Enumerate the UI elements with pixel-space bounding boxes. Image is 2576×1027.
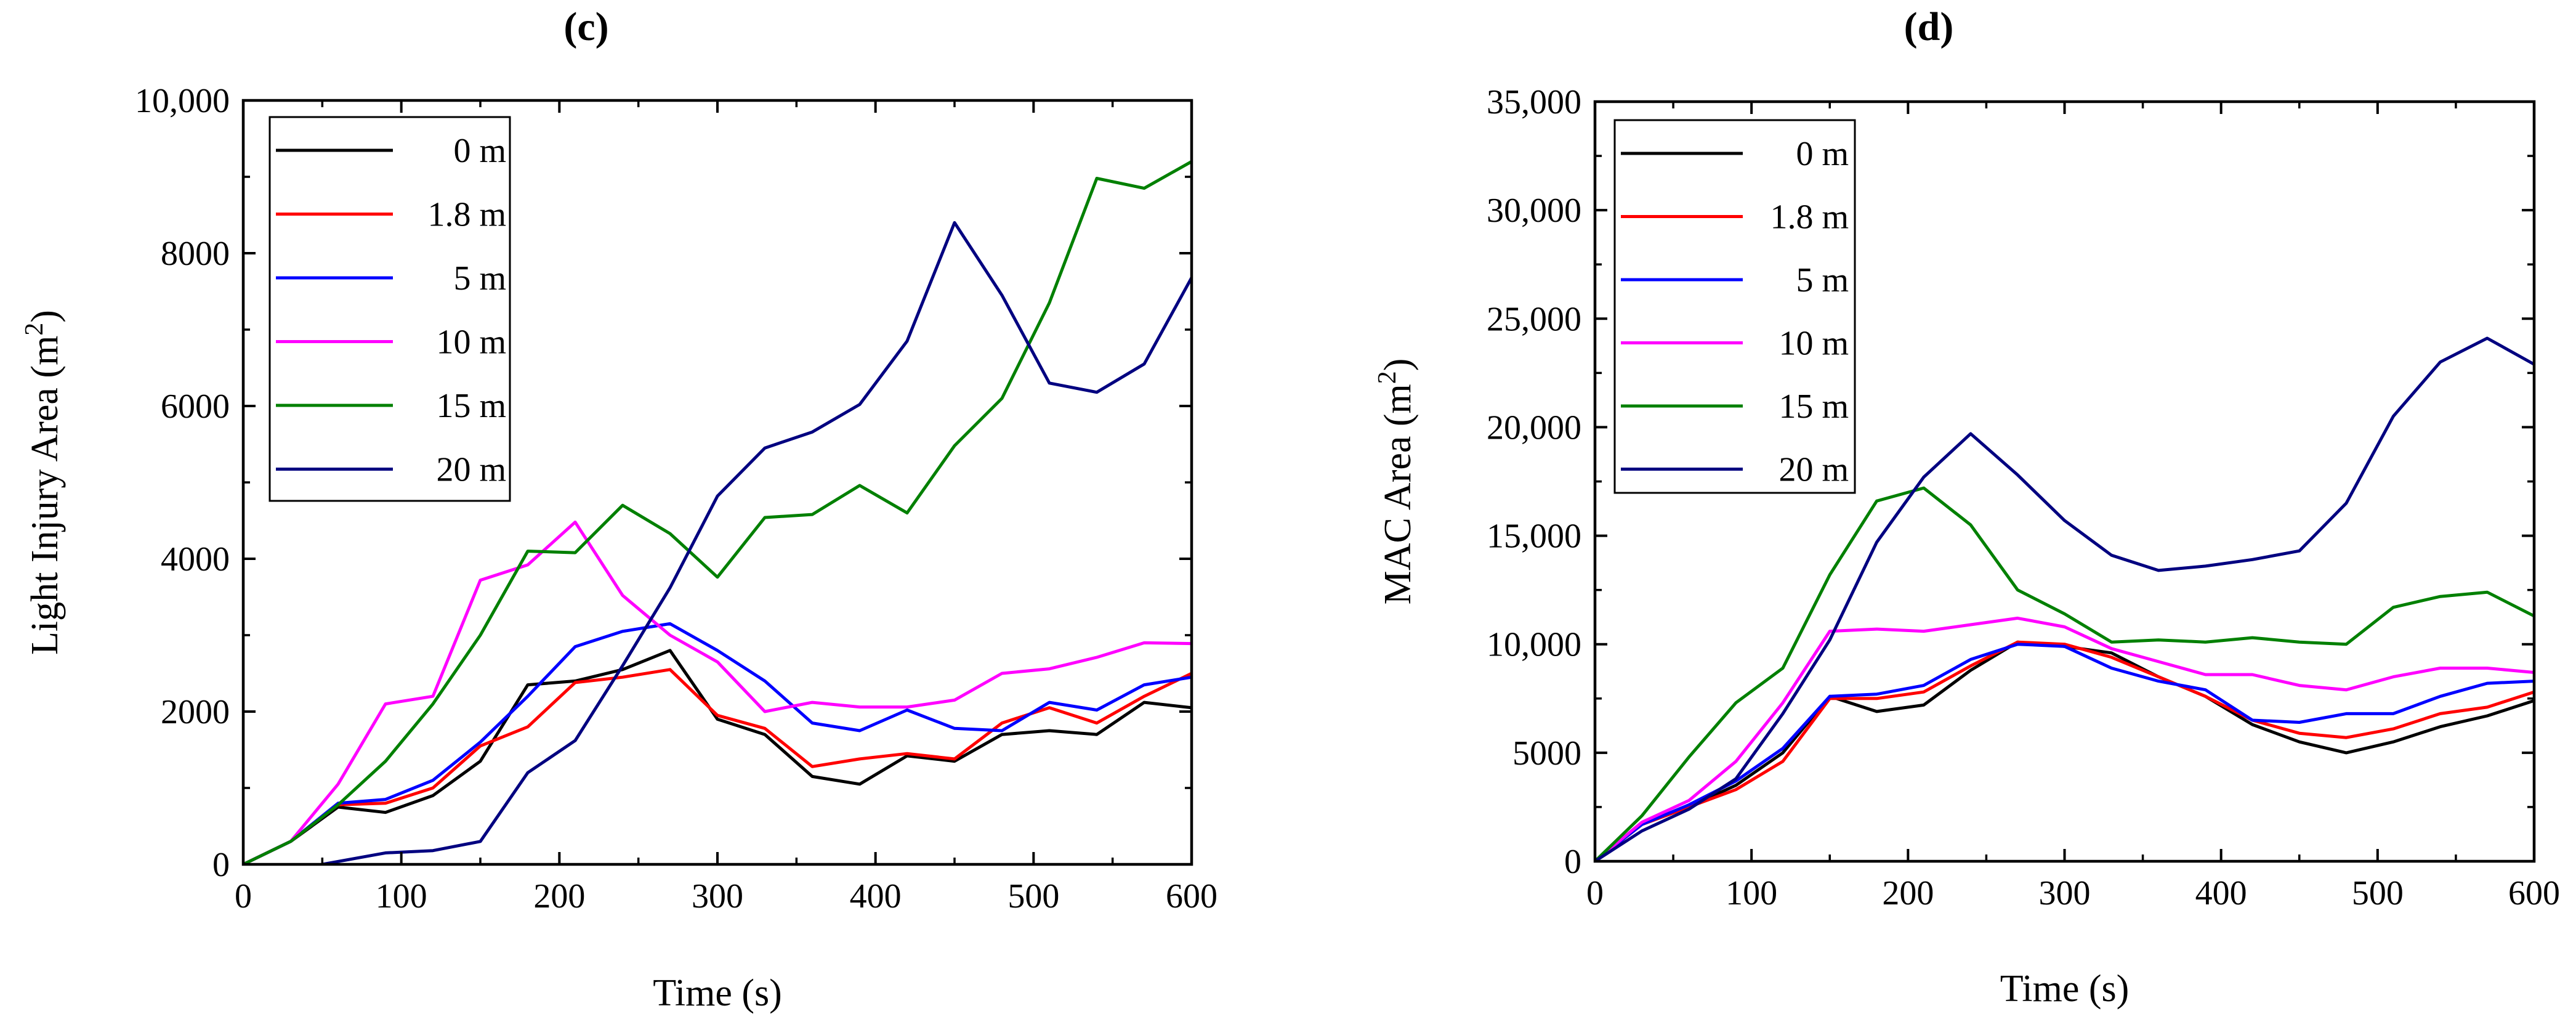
panel-d-y-tick-label: 25,000 — [1487, 300, 1581, 338]
panel-d-series-line-1-8-m — [1595, 640, 2534, 861]
panel-d-y-axis-label: MAC Area (m2) — [1373, 359, 1419, 605]
panel-c-y-tick-label: 0 — [212, 846, 230, 884]
panel-c-series-line-20-m — [320, 221, 1192, 864]
panel-d-y-tick-label: 20,000 — [1487, 408, 1581, 447]
panel-c-legend-box — [269, 116, 511, 502]
panel-c-y-tick-label: 2000 — [161, 693, 230, 731]
panel-d-y-tick-label: 15,000 — [1487, 518, 1581, 556]
panel-d-chart: (d) 0 100 200 300 400 500 600 0 5000 10,000 15,000 2… — [1373, 4, 2560, 1010]
panel-c-series-line-0-m — [243, 649, 1192, 864]
panel-d-series-line-0-m — [1595, 640, 2534, 861]
panel-c-y-axis-label-sup: 2 — [20, 323, 49, 336]
panel-c-series-line-5-m — [243, 622, 1192, 864]
panel-c-series-line-15-m — [243, 160, 1192, 864]
panel-c-x-tick-label: 500 — [1007, 877, 1059, 915]
panel-d-legend-label: 5 m — [1796, 261, 1849, 299]
panel-c-y-tick-label: 8000 — [161, 235, 230, 273]
panel-d-y-axis-label-sup: 2 — [1373, 371, 1402, 384]
panel-d-x-tick-label: 600 — [2508, 874, 2560, 912]
panel-c-chart: (c)0 100 200 300 400 500 600020004000600080001… — [20, 4, 1217, 1014]
panel-d-y-tick-label: 30,000 — [1487, 192, 1581, 230]
panel-c-series-line-10-m — [243, 521, 1192, 864]
panel-d-y-tick-label: 10,000 — [1487, 626, 1581, 664]
panel-d-label: (d) — [1904, 4, 1954, 49]
panel-c-legend-label: 1.8 m — [427, 196, 506, 234]
panel-d-y-tick-label: 5000 — [1512, 734, 1581, 773]
panel-c-y-axis-label-main: Light Injury Area (m — [24, 336, 66, 655]
panel-c-x-tick-label: 600 — [1166, 877, 1217, 915]
panel-d-x-tick-label: 500 — [2352, 874, 2404, 912]
panel-d-legend-label: 20 m — [1779, 451, 1849, 489]
panel-c-x-tick-label: 100 — [376, 877, 427, 915]
panel-d-legend-label: 0 m — [1796, 135, 1849, 173]
panel-c-y-tick-label: 4000 — [161, 540, 230, 578]
panel-d-x-tick-label: 300 — [2039, 874, 2091, 912]
panel-c-y-tick-label: 6000 — [161, 388, 230, 426]
panel-d-series-line-20-m — [1595, 336, 2534, 861]
panel-d-legend-label: 10 m — [1779, 325, 1849, 363]
panel-c-legend-label: 5 m — [453, 259, 506, 298]
panel-c-label: (c) — [563, 4, 608, 49]
panel-c-x-tick-label: 200 — [533, 877, 585, 915]
panel-c-legend-label: 0 m — [453, 132, 506, 170]
panel-c-x-tick-label: 0 — [235, 877, 252, 915]
panel-c-x-tick-label: 300 — [692, 877, 743, 915]
panel-c-x-axis-label: Time (s) — [653, 972, 782, 1014]
panel-d-legend-label: 15 m — [1779, 388, 1849, 426]
panel-d-legend: 0 m 1.8 m 5 m 10 m 15 m 20 m — [1613, 119, 1856, 494]
panel-c-legend-label: 15 m — [436, 387, 506, 425]
panel-d-series-line-5-m — [1595, 643, 2534, 861]
panel-c-y-tick-label: 10,000 — [135, 82, 230, 120]
panel-d-y-axis-label-main: MAC Area (m — [1377, 384, 1419, 604]
panel-d-x-axis-label: Time (s) — [2000, 968, 2130, 1010]
panel-c-y-axis-label: Light Injury Area (m2) — [20, 310, 66, 655]
panel-c-x-tick-label: 400 — [850, 877, 902, 915]
panel-c-legend-label: 20 m — [436, 451, 506, 489]
panel-d-x-tick-label: 0 — [1586, 874, 1604, 912]
panel-d-y-axis-label-close: ) — [1377, 359, 1419, 371]
panel-d-y-tick-label: 35,000 — [1487, 83, 1581, 121]
panel-d-series-line-15-m — [1595, 486, 2534, 861]
panel-d-y-tick-label: 0 — [1564, 843, 1581, 881]
panel-d-legend-label: 1.8 m — [1770, 198, 1849, 237]
panel-c-legend-label: 10 m — [436, 323, 506, 362]
panel-c-y-axis-label-close: ) — [24, 310, 66, 323]
panel-d-x-tick-label: 100 — [1726, 874, 1777, 912]
panel-c-legend: 0 m 1.8 m 5 m 10 m 15 m 20 m — [269, 116, 511, 502]
panel-c-series-line-1-8-m — [243, 668, 1192, 864]
panel-d-series-line-10-m — [1595, 616, 2534, 861]
panel-d-legend-box — [1613, 119, 1856, 494]
panel-d-x-tick-label: 200 — [1882, 874, 1934, 912]
panel-d-x-tick-label: 400 — [2195, 874, 2247, 912]
